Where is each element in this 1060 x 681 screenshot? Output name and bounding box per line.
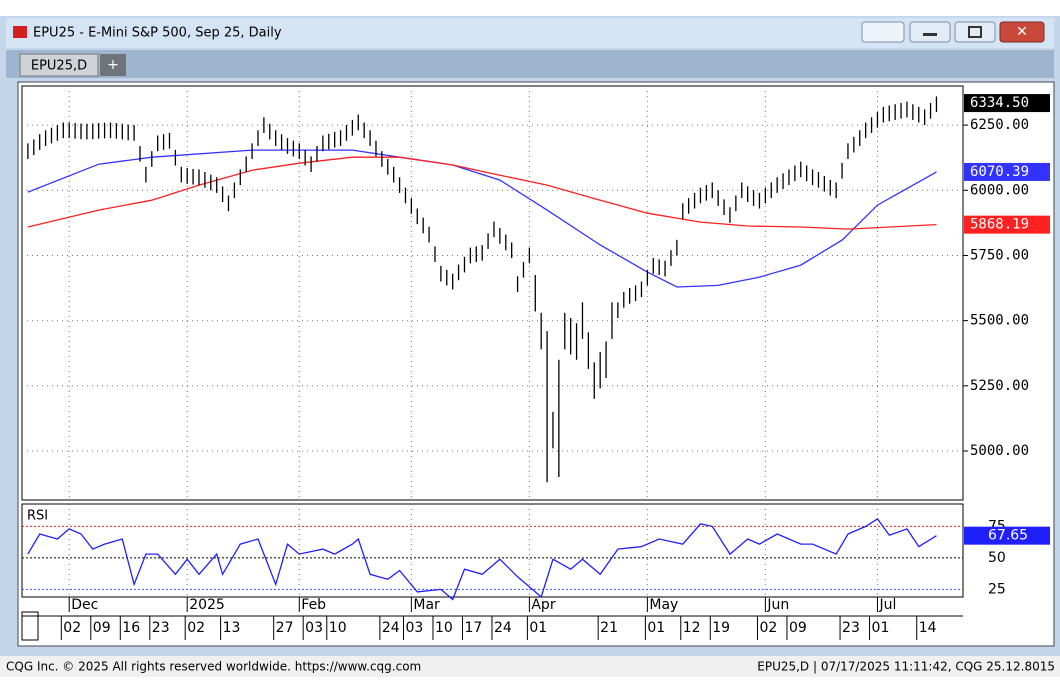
add-tab-label: + bbox=[107, 57, 119, 73]
month-label: Feb bbox=[301, 597, 326, 613]
ma-last-label: 5868.19 bbox=[970, 217, 1029, 233]
day-label: 01 bbox=[647, 620, 665, 636]
tab-label: EPU25,D bbox=[31, 59, 87, 74]
day-label: 13 bbox=[223, 620, 241, 636]
day-label: 10 bbox=[435, 620, 453, 636]
tab[interactable] bbox=[19, 53, 99, 77]
day-label: 23 bbox=[842, 620, 860, 636]
month-label: 2025 bbox=[189, 597, 225, 613]
day-label: 01 bbox=[529, 620, 547, 636]
y-tick-label: 5250.00 bbox=[970, 378, 1029, 394]
ma-last-label: 6070.39 bbox=[970, 164, 1029, 180]
day-label: 17 bbox=[464, 620, 482, 636]
day-label: 01 bbox=[872, 620, 890, 636]
app-icon bbox=[13, 26, 27, 38]
rsi-tick-label: 50 bbox=[988, 550, 1006, 566]
window-title: EPU25 - E-Mini S&P 500, Sep 25, Daily bbox=[33, 26, 282, 41]
month-label: Apr bbox=[531, 597, 555, 613]
footer-left: CQG Inc. © 2025 All rights reserved worl… bbox=[6, 660, 421, 674]
month-label: Mar bbox=[413, 597, 440, 613]
rsi-line bbox=[27, 518, 937, 601]
rsi-title: RSI bbox=[27, 509, 48, 524]
y-tick-label: 6250.00 bbox=[970, 117, 1029, 133]
link-button[interactable] bbox=[861, 21, 905, 43]
add-tab[interactable] bbox=[100, 54, 126, 76]
day-label: 02 bbox=[63, 620, 81, 636]
y-tick-label: 5750.00 bbox=[970, 247, 1029, 263]
day-label: 24 bbox=[494, 620, 512, 636]
day-label: 16 bbox=[122, 620, 140, 636]
day-label: 19 bbox=[712, 620, 730, 636]
day-label: 02 bbox=[759, 620, 777, 636]
rsi-last-box bbox=[964, 526, 1050, 545]
day-label: 03 bbox=[405, 620, 423, 636]
close-button[interactable] bbox=[999, 21, 1045, 43]
month-label: Jun bbox=[766, 597, 789, 613]
day-label: 14 bbox=[919, 620, 937, 636]
y-tick-label: 6000.00 bbox=[970, 182, 1029, 198]
day-label: 09 bbox=[93, 620, 111, 636]
day-label: 24 bbox=[382, 620, 400, 636]
footer-bar bbox=[0, 656, 1060, 677]
rsi-last-label: 67.65 bbox=[988, 528, 1028, 544]
moving-average bbox=[27, 156, 937, 230]
day-label: 02 bbox=[187, 620, 205, 636]
moving-average bbox=[27, 149, 937, 288]
ma-last-label-box bbox=[964, 162, 1050, 181]
corner-box bbox=[21, 611, 39, 641]
day-label: 09 bbox=[789, 620, 807, 636]
tab-strip bbox=[6, 50, 1054, 78]
y-tick-label: 5500.00 bbox=[970, 313, 1029, 329]
day-label: 23 bbox=[152, 620, 170, 636]
footer-right: EPU25,D | 07/17/2025 11:11:42, CQG 25.12… bbox=[757, 660, 1055, 674]
month-label: May bbox=[649, 597, 678, 613]
day-label: 21 bbox=[600, 620, 618, 636]
last-price-label-box bbox=[964, 94, 1050, 113]
day-label: 10 bbox=[329, 620, 347, 636]
ma-last-label-box bbox=[964, 215, 1050, 234]
maximize-icon bbox=[968, 26, 982, 38]
minimize-icon bbox=[923, 33, 937, 36]
close-icon: ✕ bbox=[1016, 24, 1028, 40]
rsi-pane bbox=[21, 503, 964, 598]
day-label: 27 bbox=[276, 620, 294, 636]
month-label: Dec bbox=[71, 597, 98, 613]
last-price-label: 6334.50 bbox=[970, 95, 1029, 111]
rsi-tick-label: 25 bbox=[988, 581, 1006, 597]
y-tick-label: 5000.00 bbox=[970, 443, 1029, 459]
day-label: 12 bbox=[683, 620, 701, 636]
maximize-button[interactable] bbox=[954, 21, 996, 43]
month-label: Jul bbox=[878, 597, 896, 613]
minimize-button[interactable] bbox=[909, 21, 951, 43]
day-label: 03 bbox=[305, 620, 323, 636]
